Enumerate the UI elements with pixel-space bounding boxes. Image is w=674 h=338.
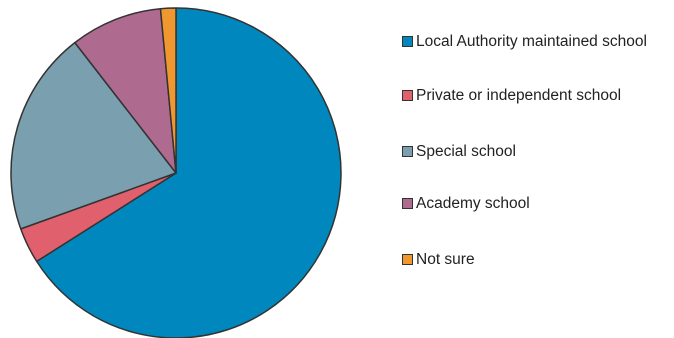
- legend-swatch-academy: [402, 198, 413, 209]
- legend-swatch-private: [402, 90, 413, 101]
- legend-label-academy: Academy school: [416, 195, 530, 212]
- legend-label-special: Special school: [416, 143, 516, 160]
- legend-item-special: Special school: [402, 142, 672, 161]
- legend-swatch-local-authority: [402, 36, 413, 47]
- legend-swatch-not-sure: [402, 254, 413, 265]
- legend-label-not-sure: Not sure: [416, 251, 475, 268]
- legend-label-private: Private or independent school: [416, 87, 622, 104]
- legend-item-private: Private or independent school: [402, 86, 672, 105]
- slice-academy: [74, 7, 177, 174]
- legend-item-not-sure: Not sure: [402, 250, 672, 269]
- slice-local-authority: [35, 7, 342, 338]
- legend-item-local-authority: Local Authority maintained school: [402, 32, 672, 51]
- legend-swatch-special: [402, 146, 413, 157]
- slice-not-sure: [159, 7, 177, 174]
- slice-special: [10, 41, 177, 230]
- legend-label-local-authority: Local Authority maintained school: [416, 33, 647, 50]
- pie-slices: [10, 7, 342, 338]
- legend-item-academy: Academy school: [402, 194, 672, 213]
